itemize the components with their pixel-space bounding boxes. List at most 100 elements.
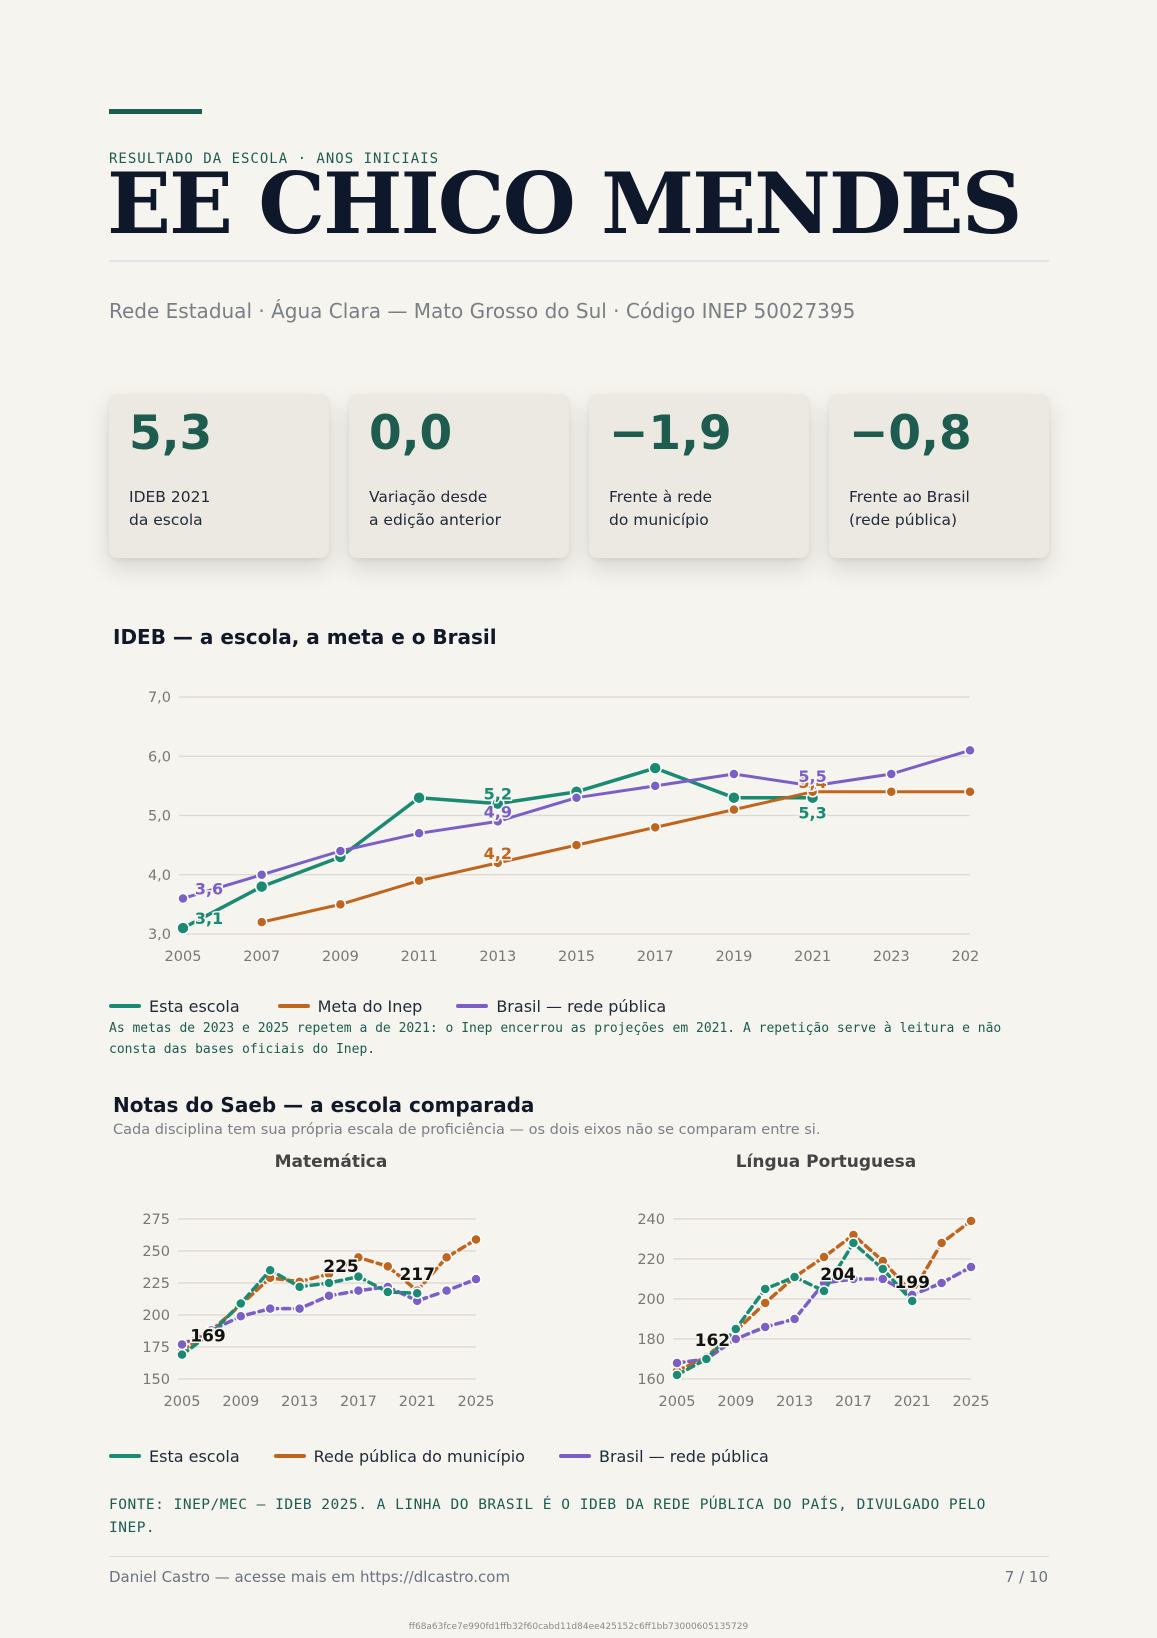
data-label: 199	[894, 1273, 930, 1293]
series-line	[181, 748, 972, 900]
kpi-label-line: a edição anterior	[369, 511, 502, 529]
data-point	[788, 1271, 801, 1283]
kpi-value: 5,3	[129, 406, 213, 461]
data-point	[965, 1215, 977, 1227]
legend-swatch	[456, 1004, 489, 1008]
x-tick-label: 2007	[243, 949, 280, 965]
footer-credit: Daniel Castro — acesse mais em https://d…	[109, 1568, 511, 1586]
footer-divider	[109, 1556, 1049, 1557]
data-point	[570, 839, 583, 851]
data-point	[759, 1283, 771, 1295]
legend-item-brasil: Brasil — rede pública	[558, 1446, 769, 1466]
data-point	[176, 921, 190, 935]
page-title: EE CHICO MENDES	[107, 154, 1022, 253]
data-point	[728, 768, 740, 780]
data-label: 225	[323, 1257, 359, 1277]
kicker: RESULTADO DA ESCOLA · ANOS INICIAIS	[109, 151, 440, 167]
data-label: 3,1	[195, 909, 223, 928]
data-point	[935, 1277, 948, 1289]
data-point	[334, 898, 347, 911]
data-label: 5,4	[798, 773, 826, 792]
x-tick-label: 2005	[659, 1394, 696, 1410]
data-point	[759, 1321, 771, 1333]
data-label: 5,5	[798, 767, 826, 786]
legend-label: Meta do Inep	[317, 996, 423, 1016]
y-tick-label: 180	[637, 1332, 665, 1348]
legend-label: Brasil — rede pública	[598, 1446, 769, 1466]
kpi-value: −0,8	[849, 406, 972, 461]
data-point	[885, 786, 898, 798]
kpi-card-municipio: −1,9 Frente à rede do município	[589, 394, 809, 558]
data-point	[254, 879, 269, 894]
x-tick-label: 2005	[164, 1394, 201, 1410]
panel-title-port: Língua Portuguesa	[735, 1152, 917, 1172]
data-point	[847, 1273, 860, 1285]
legend-label: Esta escola	[149, 996, 240, 1016]
data-point	[877, 1263, 889, 1275]
data-point	[412, 790, 426, 805]
legend-item-school: Esta escola	[109, 1447, 240, 1466]
data-point	[730, 1323, 742, 1335]
y-tick-label: 160	[637, 1372, 665, 1388]
kpi-card-ideb: 5,3 IDEB 2021 da escola	[109, 394, 329, 558]
data-point	[177, 892, 189, 905]
data-point	[264, 1264, 276, 1276]
data-point	[323, 1290, 335, 1302]
y-tick-label: 5,0	[148, 809, 171, 825]
saeb-math-chart: 150 175 200 225 250 275 2005 2009 2013 2017 2021 20…	[142, 1212, 494, 1410]
data-point	[818, 1285, 830, 1297]
data-point	[352, 1251, 365, 1264]
kpi-value: 0,0	[369, 406, 453, 461]
saeb-section-title: Notas do Saeb — a escola comparada	[113, 1093, 535, 1117]
ideb-line-chart: 3,0 4,0 5,0 6,0 7,0 2005 2007 2009 2011 2013 2015 2…	[148, 690, 980, 965]
kpi-label: Frente à rede do município	[609, 486, 712, 532]
data-point	[235, 1297, 247, 1310]
series-line	[180, 1277, 478, 1347]
y-tick-label: 7,0	[148, 690, 171, 706]
kpi-card-brasil: −0,8 Frente ao Brasil (rede pública)	[829, 394, 1049, 558]
document-hash: ff68a63fce7e990fd1ffb32f60cabd11d84ee425…	[408, 1622, 749, 1632]
panel-title-math: Matemática	[274, 1152, 388, 1172]
data-label: 217	[399, 1265, 435, 1285]
data-point	[728, 803, 740, 816]
data-point	[671, 1369, 683, 1381]
y-tick-label: 4,0	[148, 868, 171, 884]
data-point	[847, 1237, 860, 1249]
data-point	[964, 744, 976, 757]
data-point	[885, 768, 898, 780]
y-tick-label: 200	[637, 1292, 665, 1308]
data-point	[470, 1273, 482, 1285]
page-number: 7 / 10	[1004, 1568, 1048, 1586]
legend-swatch	[109, 1004, 141, 1008]
x-tick-label: 2023	[873, 949, 910, 965]
x-tick-label: 2013	[281, 1394, 318, 1410]
y-tick-label: 3,0	[148, 927, 171, 943]
data-point	[352, 1284, 365, 1297]
data-label: 4,9	[484, 802, 512, 821]
data-label: 204	[820, 1265, 856, 1285]
data-point	[965, 1261, 977, 1273]
kpi-label: Variação desde a edição anterior	[369, 486, 501, 532]
data-point	[440, 1284, 453, 1297]
data-point	[877, 1273, 889, 1285]
data-point	[255, 916, 268, 928]
data-point	[806, 780, 819, 792]
y-tick-label: 250	[142, 1244, 170, 1260]
data-point	[648, 761, 662, 775]
data-point	[671, 1357, 683, 1369]
kpi-label-line: do município	[609, 511, 709, 529]
x-tick-label: 2017	[340, 1394, 377, 1410]
page-subtitle: Rede Estadual · Água Clara — Mato Grosso…	[109, 299, 856, 323]
data-point	[649, 821, 661, 834]
legend-swatch	[558, 1454, 591, 1458]
data-label: 5,3	[798, 804, 826, 823]
x-tick-label: 2015	[558, 949, 595, 965]
y-tick-label: 240	[637, 1212, 665, 1228]
kpi-label: IDEB 2021 da escola	[129, 486, 210, 532]
x-tick-label: 2009	[222, 1394, 259, 1410]
data-label: 169	[190, 1327, 226, 1347]
data-point	[205, 1327, 218, 1339]
data-point	[293, 1281, 306, 1293]
saeb-port-chart: 160 180 200 220 240 2005 2009 2013 2017 2021 2025 1…	[637, 1212, 989, 1410]
x-tick-label: 2013	[776, 1394, 813, 1410]
